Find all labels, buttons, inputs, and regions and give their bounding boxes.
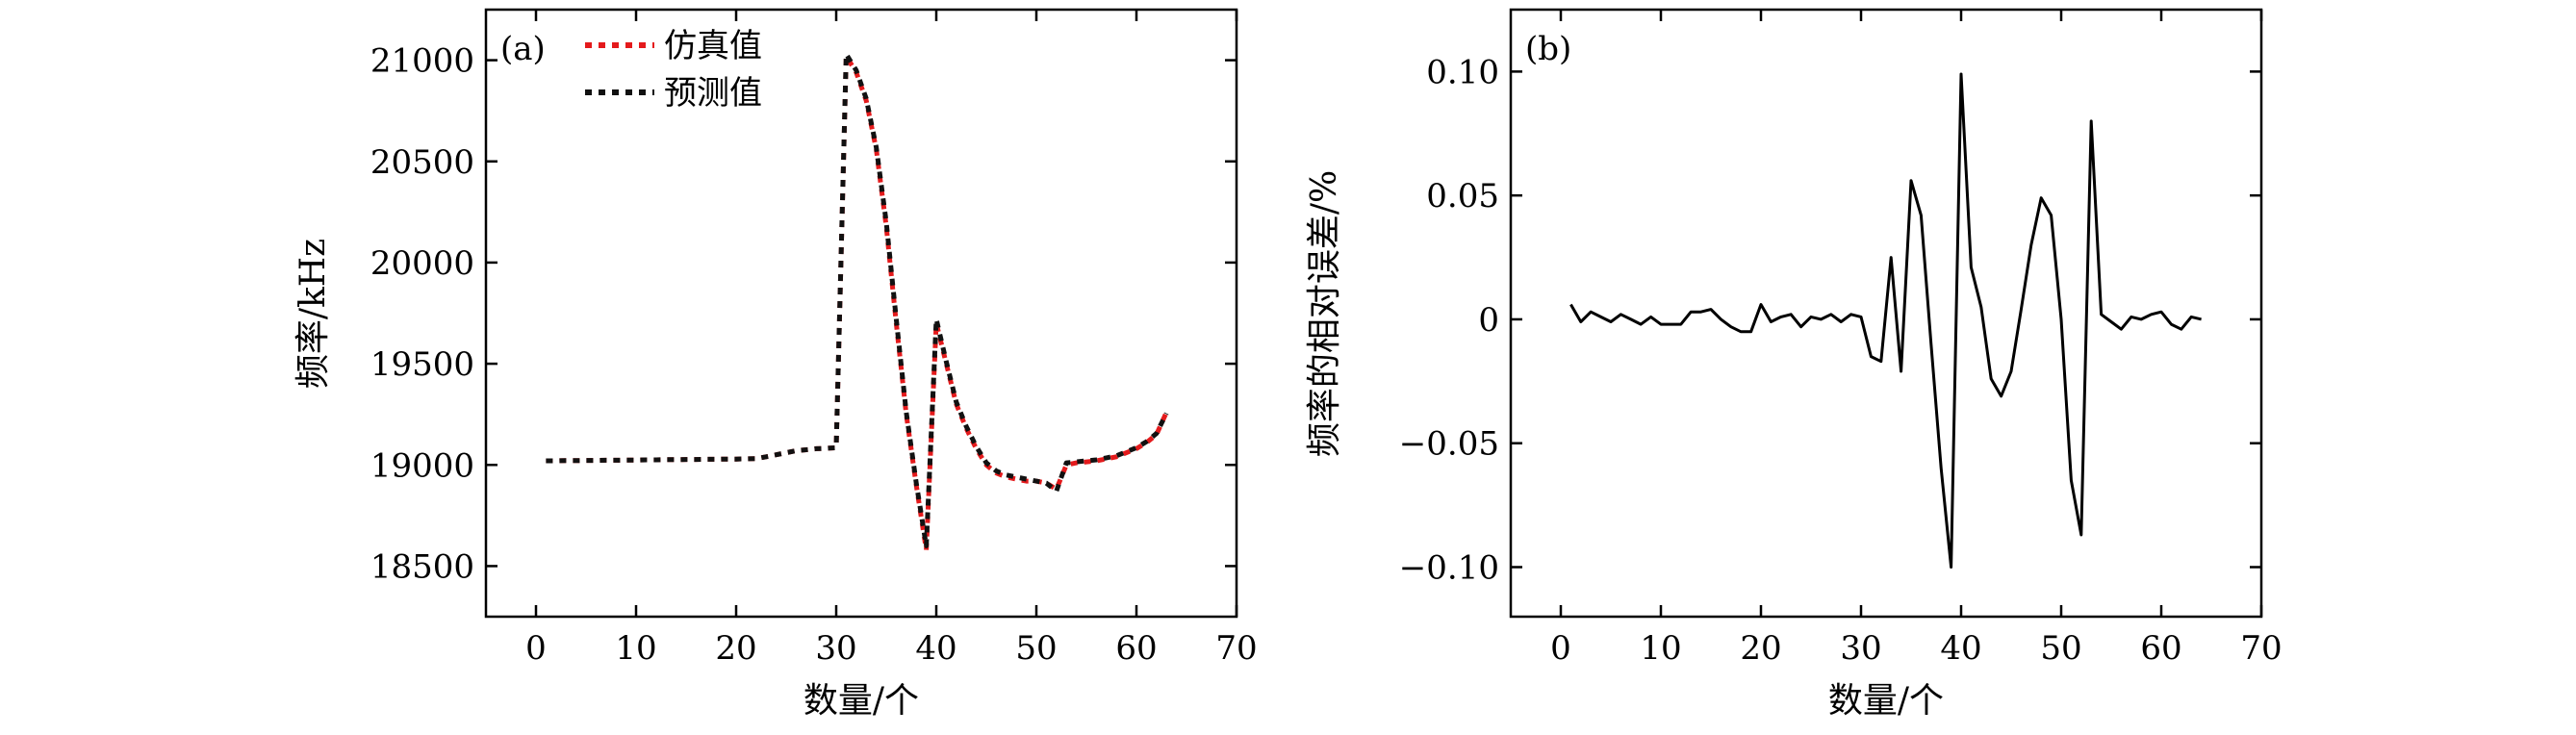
panel-b-frame [1509,8,2263,619]
panel-b-y-axis-title: 频率的相对误差/% [1305,170,1344,457]
panel-a-x-tick-label: 60 [1115,629,1157,668]
panel-a-legend: 仿真值 预测值 [585,27,762,113]
panel-b-chart: 0 10 20 30 40 50 60 70 −0.10 −0.05 0 0.05 0.10 (b) 数… [1305,8,2283,721]
panel-b-plot-area: 0 10 20 30 40 50 60 70 −0.10 −0.05 0 0.05 0.10 [1399,10,2283,668]
panel-b-x-tick-label: 30 [1840,629,1881,668]
panel-a-x-tick-label: 10 [615,629,656,668]
panel-b-series-line-1 [1569,72,2202,569]
panel-a-plot-area: 0 10 20 30 40 50 60 70 18500 19000 19500 20000 20500… [370,10,1258,668]
panel-b-y-tick-label: 0 [1478,301,1499,340]
panel-a-label: (a) [500,30,546,68]
panel-b-y-tick-label: −0.05 [1399,425,1499,464]
panel-a-series-line-2 [546,51,1169,548]
panel-b-y-tick-label: 0.05 [1426,177,1499,215]
panel-a-y-tick-label: 19500 [370,345,474,384]
panel-a-x-tick-label: 70 [1215,629,1257,668]
panel-b-y-tick-label: −0.10 [1399,548,1499,587]
panel-a-y-tick-label: 19000 [370,446,474,485]
panel-a-x-tick-label: 20 [715,629,756,668]
panel-a-x-axis-title: 数量/个 [803,681,919,721]
panel-b-x-tick-label: 70 [2240,629,2282,668]
panel-a-y-tick-label: 18500 [370,547,474,586]
panel-b-x-tick-label: 50 [2040,629,2081,668]
legend-label-simulated: 仿真值 [664,27,762,65]
panel-b-x-tick-label: 0 [1550,629,1571,668]
panel-a-y-tick-label: 20000 [370,244,474,283]
panel-a-frame [484,8,1238,619]
panel-b-x-tick-label: 10 [1640,629,1681,668]
panel-a-x-tick-label: 40 [915,629,956,668]
panel-b-x-tick-label: 20 [1740,629,1781,668]
legend-label-predicted: 预测值 [664,74,762,113]
panel-b-x-axis-title: 数量/个 [1828,681,1944,721]
panel-b-x-tick-label: 60 [2140,629,2181,668]
panel-a-y-axis-title: 频率/kHz [293,239,333,389]
panel-a-chart: 0 10 20 30 40 50 60 70 18500 19000 19500 20000 20500… [293,8,1258,721]
panel-a-x-tick-label: 30 [815,629,856,668]
panel-b-x-tick-label: 40 [1940,629,1981,668]
panel-b-label: (b) [1525,30,1571,68]
panel-a-series-line-1 [546,53,1169,553]
panel-a-x-tick-label: 0 [525,629,547,668]
panel-a-y-tick-label: 20500 [370,143,474,182]
panel-a-x-tick-label: 50 [1015,629,1057,668]
panel-b-y-tick-label: 0.10 [1426,53,1499,91]
panel-a-y-tick-label: 21000 [370,42,474,81]
